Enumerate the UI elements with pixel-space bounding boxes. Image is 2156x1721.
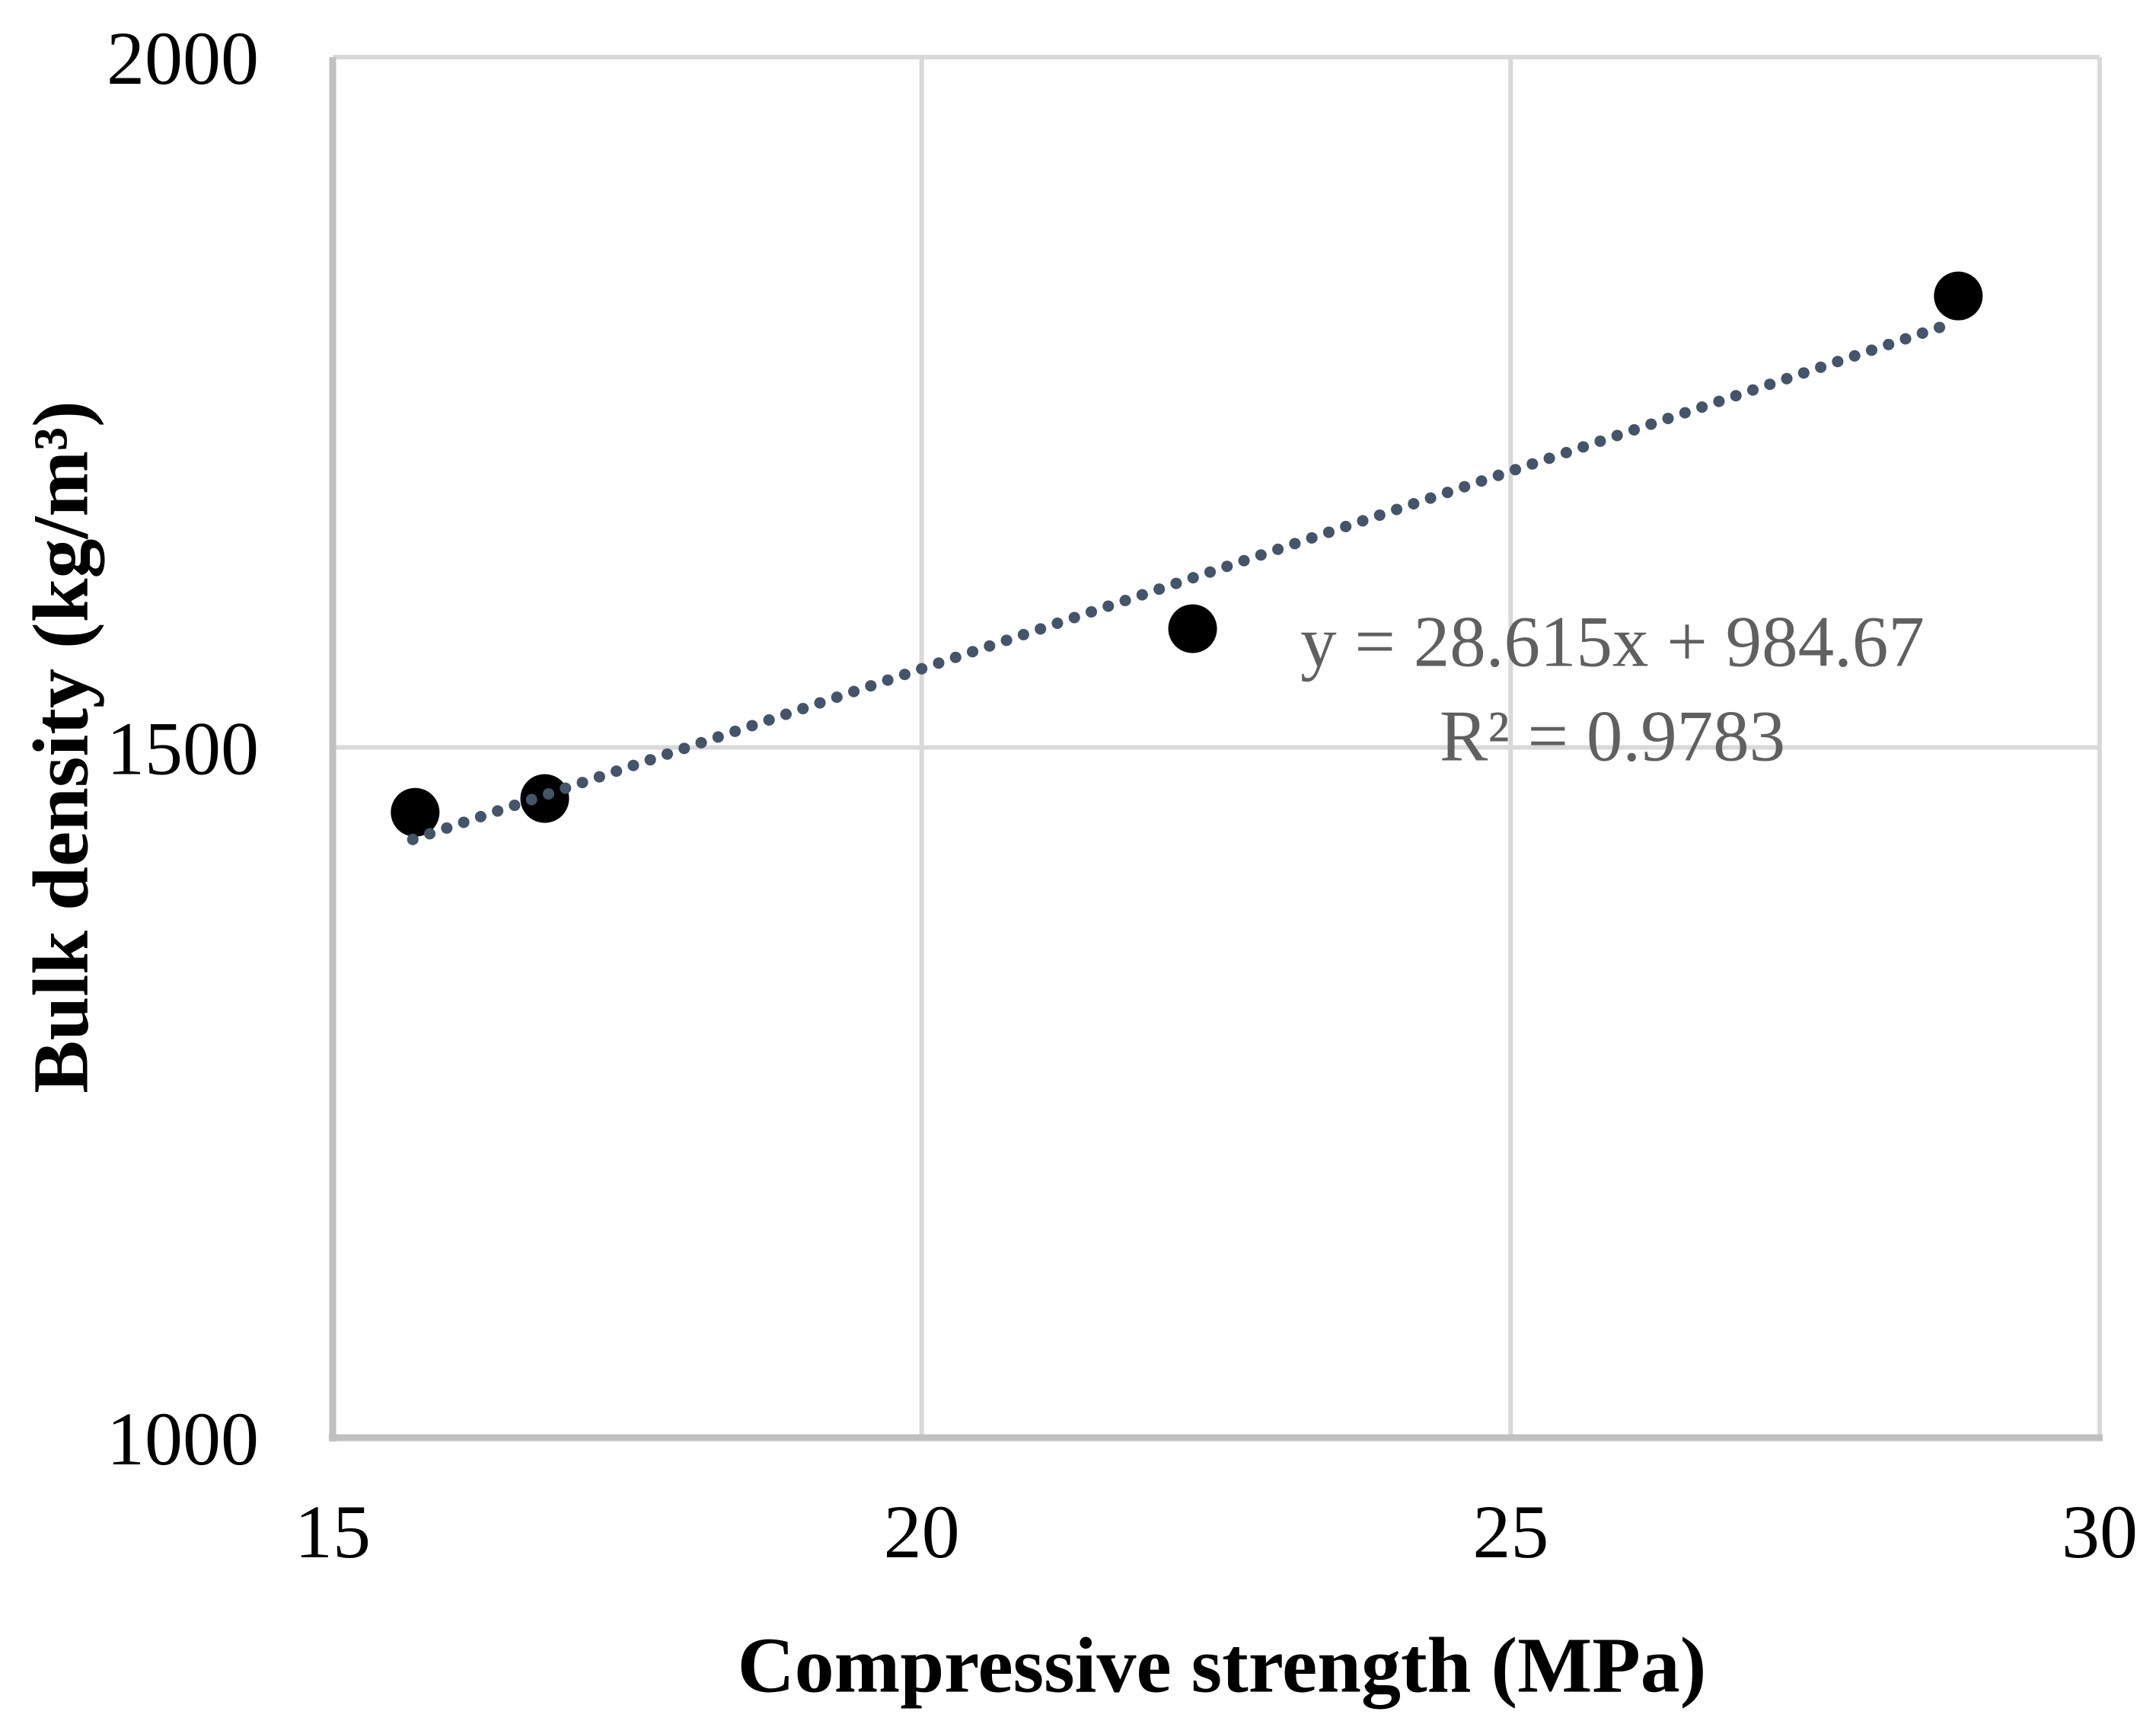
gridlines bbox=[333, 55, 2102, 1438]
data-point bbox=[391, 787, 440, 837]
trendline-equation-label: y = 28.615x + 984.67 bbox=[1300, 601, 1925, 682]
y-tick-label-2000: 2000 bbox=[107, 16, 259, 101]
data-point bbox=[1934, 271, 1983, 321]
data-point bbox=[520, 774, 569, 823]
x-tick-label-25: 25 bbox=[1472, 1490, 1548, 1574]
y-axis-title: Bulk density (kg/m³) bbox=[17, 401, 104, 1094]
y-axis-tick-labels: 1000 1500 2000 bbox=[107, 16, 259, 1481]
x-axis-title: Compressive strength (MPa) bbox=[738, 1621, 1707, 1709]
x-tick-label-15: 15 bbox=[295, 1490, 371, 1574]
x-axis-tick-labels: 15 20 25 30 bbox=[295, 1490, 2138, 1574]
y-tick-label-1500: 1500 bbox=[107, 707, 259, 791]
trendline-r-squared-label: R² = 0.9783 bbox=[1440, 695, 1785, 776]
trendline-dotted bbox=[407, 318, 1953, 845]
y-tick-label-1000: 1000 bbox=[107, 1397, 259, 1481]
data-point bbox=[1168, 604, 1217, 653]
x-tick-label-20: 20 bbox=[884, 1490, 960, 1574]
data-points bbox=[391, 271, 1983, 837]
trendline-group bbox=[407, 318, 1953, 845]
x-tick-label-30: 30 bbox=[2062, 1490, 2138, 1574]
axis-lines bbox=[329, 57, 2103, 1442]
